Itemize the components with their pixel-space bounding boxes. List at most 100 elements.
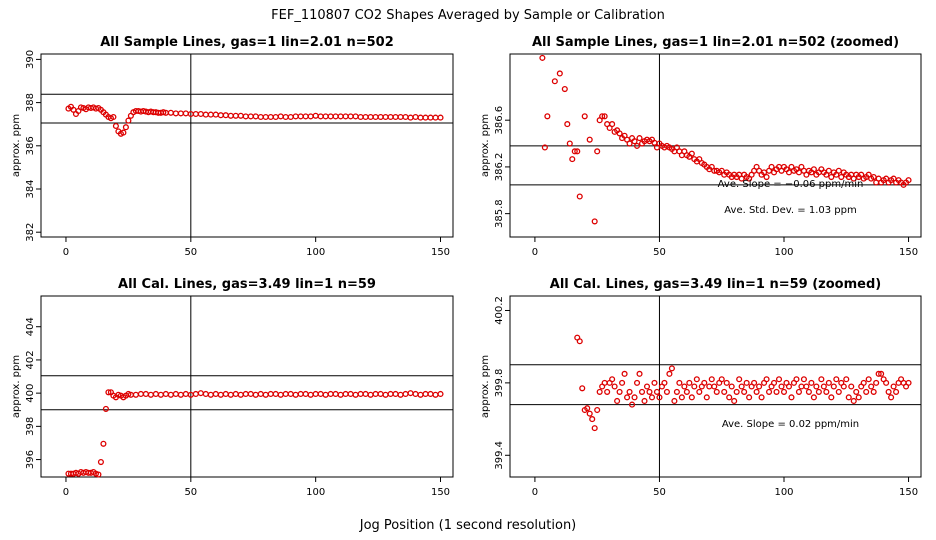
data-point [177, 110, 184, 117]
data-point [828, 173, 835, 181]
data-point [609, 376, 616, 383]
data-point [848, 383, 855, 390]
data-point [780, 388, 788, 395]
data-point [888, 394, 895, 401]
data-point [337, 391, 344, 398]
data-point [678, 394, 685, 401]
x-tick-label: 150 [899, 487, 918, 498]
data-point [242, 390, 249, 398]
data-point [619, 379, 626, 386]
data-point [626, 140, 633, 147]
y-axis-label: approx. ppm [480, 114, 491, 177]
data-point [651, 379, 658, 386]
data-point [227, 391, 234, 398]
data-point [596, 388, 603, 395]
data-point [845, 394, 852, 401]
y-tick-label: 399.8 [494, 369, 505, 398]
data-point [327, 113, 334, 120]
data-point [382, 113, 389, 121]
data-point [835, 167, 842, 174]
data-point [372, 390, 379, 398]
data-point [855, 394, 862, 401]
data-point [633, 379, 641, 386]
x-tick-label: 50 [184, 487, 197, 498]
data-point [152, 390, 159, 398]
data-point [865, 376, 872, 383]
data-point [287, 390, 294, 398]
data-point [646, 388, 653, 395]
data-point [162, 390, 169, 398]
data-point [728, 383, 735, 390]
x-tick-label: 100 [774, 247, 793, 258]
data-point [564, 121, 571, 128]
x-tick-label: 100 [306, 247, 325, 258]
data-point [693, 376, 700, 383]
data-point [287, 113, 294, 121]
annotation-text: Ave. Slope = −0.06 ppm/min [718, 179, 864, 190]
data-point [868, 383, 875, 390]
data-point [551, 78, 558, 85]
data-point [823, 388, 830, 395]
data-point [584, 405, 591, 412]
data-point [212, 111, 219, 118]
data-point [723, 379, 730, 386]
data-point [810, 166, 817, 173]
panel-sample-lines-zoomed: All Sample Lines, gas=1 lin=2.01 n=502 (… [480, 35, 922, 258]
data-point [402, 390, 409, 398]
data-point [569, 156, 576, 163]
data-point [753, 388, 760, 395]
data-point [105, 389, 112, 396]
y-tick-label: 382 [25, 223, 36, 242]
data-point [232, 112, 239, 119]
y-tick-label: 386.2 [494, 153, 505, 182]
data-point [683, 388, 690, 395]
data-point [192, 390, 199, 398]
data-point [97, 459, 104, 466]
data-point [332, 113, 339, 120]
data-point [412, 113, 419, 121]
data-point [367, 113, 374, 121]
y-tick-label: 388 [25, 93, 36, 112]
y-tick-label: 399.4 [494, 441, 505, 470]
data-point [541, 144, 548, 151]
data-point [838, 173, 845, 181]
data-point [302, 113, 309, 120]
data-point [636, 135, 643, 142]
data-point [182, 110, 189, 117]
data-point [237, 391, 244, 398]
data-point [312, 390, 319, 398]
x-tick-label: 0 [63, 487, 69, 498]
data-point [427, 114, 434, 121]
data-point [100, 440, 107, 447]
data-point [192, 110, 199, 118]
annotation-text: Ave. Slope = 0.02 ppm/min [722, 419, 859, 430]
data-point [95, 471, 102, 478]
x-tick-label: 100 [306, 487, 325, 498]
data-point [432, 114, 439, 121]
data-point [805, 388, 812, 395]
data-point [885, 388, 892, 395]
data-point [332, 390, 339, 398]
data-point [636, 370, 643, 377]
data-point [743, 379, 750, 386]
data-point [631, 394, 638, 401]
data-point [197, 390, 204, 397]
data-point [648, 394, 656, 401]
data-point [793, 376, 800, 383]
data-point [417, 391, 424, 398]
data-point [172, 110, 179, 117]
data-point [262, 113, 269, 121]
data-point [362, 113, 369, 121]
data-point [544, 113, 551, 120]
data-point [860, 379, 867, 386]
data-point [571, 148, 578, 155]
data-point [795, 388, 802, 395]
panel-title: All Cal. Lines, gas=3.49 lin=1 n=59 (zoo… [550, 277, 881, 292]
data-point [591, 218, 598, 225]
panel-sample-lines: All Sample Lines, gas=1 lin=2.01 n=502 0 5… [11, 35, 454, 258]
data-point [853, 388, 860, 395]
data-point [850, 397, 857, 405]
data-point [437, 390, 444, 398]
data-point [556, 70, 563, 77]
data-point [292, 113, 299, 120]
